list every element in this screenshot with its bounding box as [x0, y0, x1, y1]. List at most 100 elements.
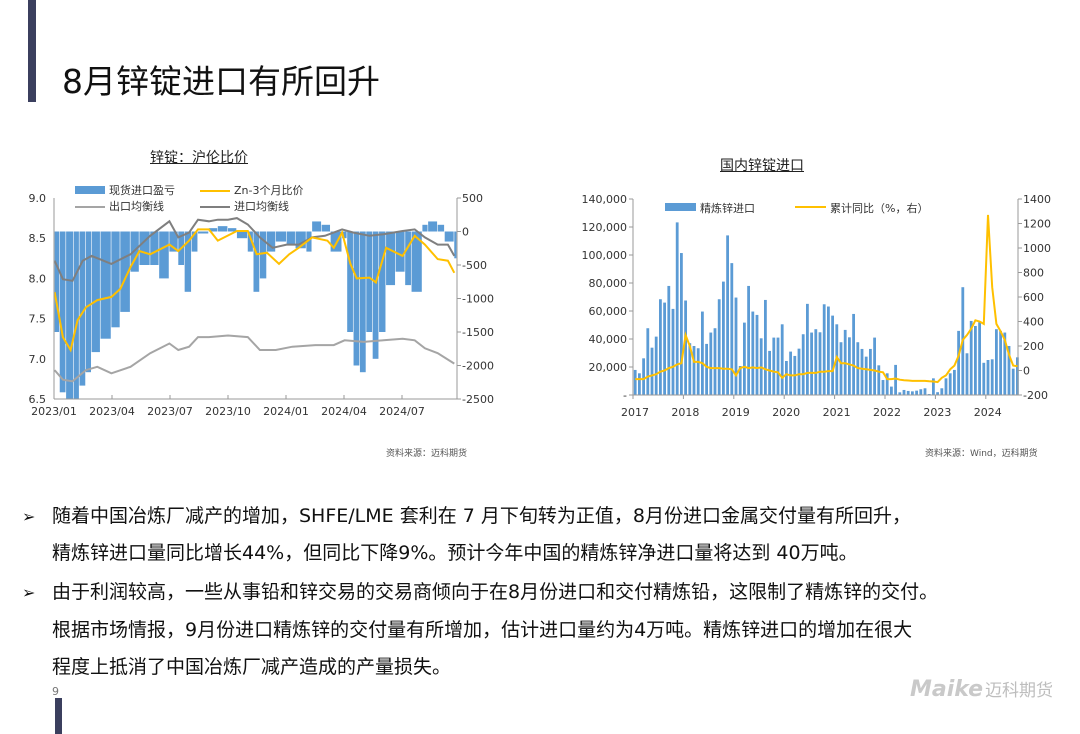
y-right-tick: 500	[462, 192, 483, 205]
import-bar	[646, 328, 650, 395]
import-profit-bar	[275, 231, 287, 242]
import-bar	[730, 263, 734, 395]
import-bar	[902, 389, 906, 395]
y-right-tick: -500	[462, 259, 487, 272]
import-profit-bar	[66, 231, 74, 399]
bullet-1-line-1: 随着中国冶炼厂减产的增加，SHFE/LME 套利在 7 月下旬转为正值，8月份进…	[52, 505, 911, 527]
bullet-2: ➢ 由于利润较高，一些从事铅和锌交易的交易商倾向于在8月份进口和交付精炼铅，这限制…	[22, 573, 938, 612]
legend-label: 累计同比（%，右）	[830, 201, 928, 215]
import-bar	[701, 311, 704, 395]
import-profit-bar	[437, 224, 445, 232]
import-bar	[898, 392, 902, 395]
import-bar	[772, 337, 776, 395]
import-profit-bar	[266, 231, 276, 252]
import-profit-bar	[159, 231, 169, 279]
import-bar	[995, 329, 998, 395]
import-profit-bar	[330, 231, 342, 252]
x-tick: 2023/04	[89, 405, 135, 418]
y-right-tick: -2500	[462, 393, 494, 406]
y-right-tick: 800	[1023, 267, 1044, 280]
bullet-1: ➢ 随着中国冶炼厂减产的增加，SHFE/LME 套利在 7 月下旬转为正值，8月份…	[22, 497, 911, 536]
import-bar	[877, 365, 881, 395]
y-left-tick: 60,000	[589, 305, 628, 318]
legend-label: 精炼锌进口	[700, 201, 755, 215]
import-profit-bar	[150, 231, 159, 265]
import-profit-bar	[395, 231, 405, 272]
y-left-tick: 140,000	[582, 193, 628, 206]
legend-label: 进口均衡线	[234, 199, 289, 213]
chart1-title: 锌锭：沪伦比价	[150, 150, 248, 166]
maike-logo: Maike 迈科期货	[910, 676, 1053, 702]
y-right-tick: 0	[1023, 365, 1030, 378]
y-right-tick: 0	[462, 226, 469, 239]
import-bar	[906, 390, 910, 395]
import-profit-bar	[139, 231, 150, 265]
import-profit-bar	[253, 231, 260, 292]
y-right-tick: 600	[1023, 291, 1044, 304]
import-profit-bar	[411, 231, 422, 292]
import-profit-bar	[120, 231, 130, 312]
y-right-tick: 1400	[1023, 193, 1051, 206]
import-bar	[885, 373, 889, 395]
import-bar	[974, 325, 977, 395]
legend-label: 出口均衡线	[109, 199, 164, 213]
import-profit-bar	[444, 231, 454, 242]
import-bar	[986, 360, 990, 395]
import-profit-bar	[85, 231, 92, 373]
x-tick: 2022	[873, 406, 901, 419]
import-bar	[755, 314, 759, 395]
import-profit-bar	[422, 224, 428, 232]
bullet-2-line-1: 由于利润较高，一些从事铅和锌交易的交易商倾向于在8月份进口和交付精炼铅，这限制了…	[52, 581, 939, 603]
import-bar	[932, 378, 935, 395]
y-left-tick: 8.0	[29, 272, 47, 285]
import-profit-bar	[184, 231, 192, 292]
y-right-tick: 1200	[1023, 218, 1051, 231]
import-bar	[705, 343, 708, 395]
import-bar	[713, 328, 717, 395]
import-profit-bar	[236, 231, 248, 239]
legend-label: Zn-3个月比价	[234, 184, 303, 197]
import-bar	[827, 306, 830, 395]
import-bar	[696, 348, 700, 395]
chart1-zinc-ratio: 6.5 7.0 7.5 8.0 8.5 9.0 -2500 -2000 -1500 -1000 -5…	[29, 183, 494, 418]
x-tick: 2024/07	[379, 405, 425, 418]
import-profit-bar	[366, 231, 373, 332]
import-bar	[642, 358, 645, 395]
import-bar	[852, 313, 855, 395]
arrow-bullet-icon: ➢	[22, 583, 36, 602]
import-profit-bar	[191, 231, 198, 252]
import-bar	[680, 253, 683, 395]
import-bar	[633, 369, 637, 395]
import-profit-bar	[342, 231, 347, 239]
import-profit-bar	[79, 231, 86, 386]
import-bar	[789, 351, 792, 395]
import-bar	[663, 302, 666, 395]
y-right-tick: 1000	[1023, 242, 1051, 255]
import-profit-bar	[306, 231, 312, 252]
import-profit-bar	[347, 231, 353, 332]
import-bar	[1007, 346, 1011, 395]
y-left-tick: 7.5	[29, 313, 47, 326]
import-bar	[726, 235, 729, 395]
import-bar	[776, 337, 780, 395]
import-profit-bar	[111, 231, 120, 328]
import-bar	[881, 380, 885, 395]
import-bar	[806, 303, 809, 395]
import-bar	[915, 390, 918, 395]
import-bar	[1011, 368, 1015, 395]
import-profit-bar	[379, 231, 386, 332]
page-title: 8月锌锭进口有所回升	[62, 62, 380, 101]
series-line-2	[53, 334, 455, 383]
import-bar	[936, 392, 939, 395]
import-bar	[717, 299, 721, 395]
x-tick: 2017	[621, 406, 649, 419]
import-bar	[923, 388, 927, 395]
import-bar	[873, 337, 876, 395]
import-bar	[953, 369, 956, 395]
x-tick: 2019	[722, 406, 750, 419]
import-profit-bar	[405, 231, 411, 286]
import-profit-bar	[91, 231, 100, 353]
import-profit-bar	[59, 231, 66, 393]
import-profit-bar	[208, 228, 218, 232]
y-left-tick: -	[623, 389, 627, 402]
